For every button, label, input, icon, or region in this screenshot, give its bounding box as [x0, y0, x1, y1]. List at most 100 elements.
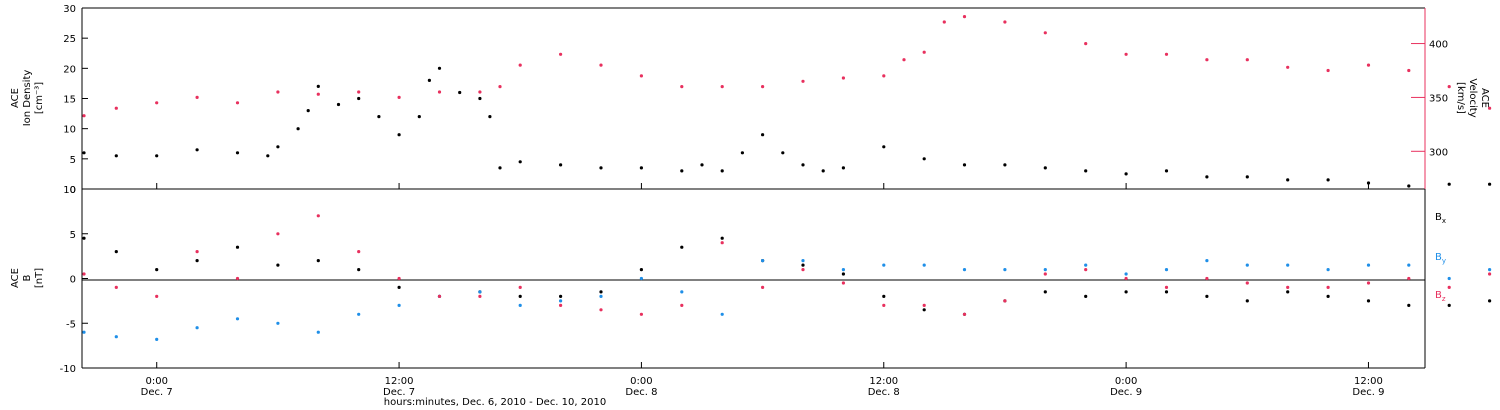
velocity-point — [882, 74, 886, 78]
by-point — [518, 303, 522, 307]
by-point — [639, 276, 644, 281]
bx-point — [1447, 303, 1451, 307]
density-point — [296, 127, 300, 131]
velocity-point — [639, 74, 644, 78]
by-point — [316, 330, 320, 334]
velocity-point — [82, 114, 86, 118]
legend-bz: Bz — [1435, 290, 1446, 303]
bz-point — [962, 312, 967, 316]
x-tick-label-date: Dec. 8 — [625, 387, 657, 398]
velocity-point — [1447, 85, 1451, 89]
velocity-point — [316, 92, 320, 96]
velocity-point — [720, 85, 724, 89]
by-point — [1407, 263, 1411, 267]
velocity-point — [599, 63, 603, 67]
density-point — [720, 169, 724, 173]
density-point — [1407, 184, 1411, 188]
bx-point — [922, 308, 926, 312]
b-y-tick-label: 0 — [70, 275, 76, 286]
velocity-point — [1164, 52, 1169, 56]
density-point — [114, 154, 118, 158]
velocity-point — [1488, 106, 1492, 110]
bx-point — [639, 268, 644, 272]
by-point — [680, 290, 684, 294]
by-point — [195, 326, 199, 330]
by-point — [761, 259, 765, 263]
bz-point — [357, 250, 361, 254]
by-point — [478, 290, 482, 294]
by-point — [82, 330, 86, 334]
density-point — [1488, 182, 1492, 186]
bz-point — [599, 308, 603, 312]
bx-point — [518, 294, 522, 298]
density-point — [700, 163, 704, 167]
bz-point — [1205, 276, 1209, 281]
density-y-tick-label: 10 — [63, 125, 76, 136]
velocity-point — [680, 85, 684, 89]
density-point — [962, 163, 967, 167]
density-point — [639, 166, 644, 170]
bz-point — [841, 281, 846, 285]
density-point — [1124, 172, 1128, 176]
bx-point — [1084, 294, 1088, 298]
density-point — [306, 109, 310, 113]
bz-point — [1447, 285, 1451, 289]
bx-point — [114, 250, 118, 254]
b-y-tick-label: -5 — [66, 319, 76, 330]
density-point — [266, 154, 270, 158]
x-tick-label-date: Dec. 9 — [1352, 387, 1384, 398]
density-point — [458, 90, 462, 95]
density-point — [82, 151, 86, 155]
density-point — [1205, 175, 1209, 179]
bx-point — [1488, 299, 1492, 303]
bz-point — [316, 214, 320, 218]
density-point — [377, 115, 381, 119]
by-point — [1124, 272, 1128, 276]
velocity-axis-title-line-2: Velocity — [1467, 78, 1478, 117]
bz-point — [1084, 268, 1088, 272]
by-point — [1003, 268, 1007, 272]
b-axis-title-line-2: B — [22, 274, 33, 281]
density-point — [1245, 175, 1249, 179]
velocity-point — [942, 20, 946, 24]
by-point — [801, 259, 805, 263]
by-point — [155, 337, 159, 341]
by-point — [397, 303, 401, 307]
velocity-point — [559, 52, 563, 56]
bx-point — [841, 272, 846, 276]
bz-point — [1043, 272, 1047, 276]
velocity-point — [357, 90, 361, 94]
bx-point — [235, 245, 240, 249]
velocity-point — [235, 101, 240, 105]
bz-point — [1407, 276, 1411, 281]
b-axis-title-line-3: [nT] — [34, 268, 45, 288]
density-point — [155, 154, 159, 158]
density-point — [599, 166, 603, 170]
by-point — [1164, 268, 1169, 272]
density-point — [781, 151, 785, 155]
density-point — [235, 151, 240, 155]
x-tick-label-time: 0:00 — [145, 376, 167, 387]
velocity-point — [498, 85, 502, 89]
density-point — [357, 96, 361, 101]
bz-point — [639, 312, 644, 316]
velocity-point — [1245, 58, 1249, 62]
b-y-tick-label: -10 — [60, 364, 76, 375]
bz-point — [1366, 281, 1371, 285]
velocity-point — [962, 15, 967, 19]
by-point — [1205, 259, 1209, 263]
bx-point — [316, 259, 320, 263]
by-point — [1245, 263, 1249, 267]
by-point — [559, 299, 563, 303]
density-point — [427, 78, 431, 82]
bz-point — [276, 232, 280, 236]
density-point — [559, 163, 563, 167]
bx-point — [720, 236, 724, 240]
velocity-point — [902, 58, 906, 62]
density-point — [1164, 169, 1169, 173]
by-point — [1447, 276, 1451, 281]
bx-point — [82, 236, 86, 240]
x-tick-label-date: Dec. 7 — [383, 387, 415, 398]
